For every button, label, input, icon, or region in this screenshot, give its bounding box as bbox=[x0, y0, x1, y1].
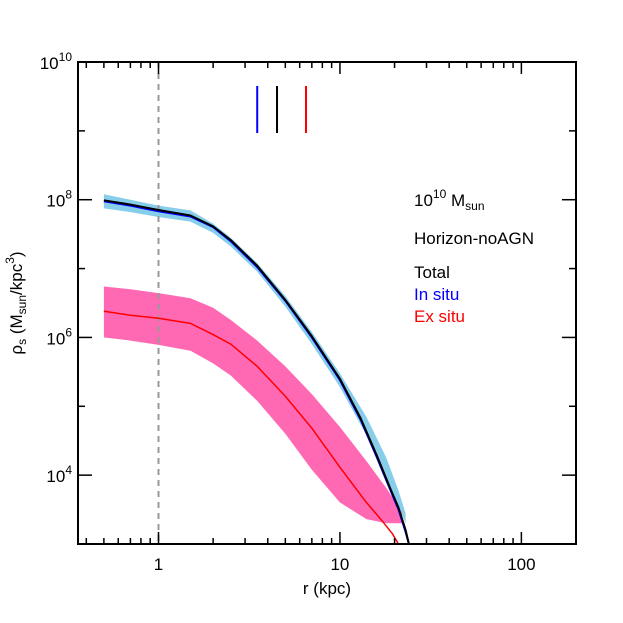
x-axis-label: r (kpc) bbox=[303, 579, 351, 598]
x-tick-label: 10 bbox=[330, 555, 349, 574]
axes bbox=[77, 61, 577, 545]
legend: 1010 Msun Horizon-noAGN Total In situ Ex sit… bbox=[414, 187, 534, 326]
series-lines bbox=[103, 62, 410, 544]
axis-labels: 1 10 100 104 106 108 1010 r (kpc) ρs (Msun/kpc3) bbox=[3, 50, 536, 598]
band-ex-situ bbox=[103, 286, 403, 524]
plot-frame bbox=[77, 61, 577, 545]
legend-entry-ex-situ: Ex situ bbox=[414, 307, 465, 326]
y-tick-label: 1010 bbox=[40, 50, 73, 73]
x-tick-label: 100 bbox=[507, 555, 535, 574]
x-tick-label: 1 bbox=[154, 555, 163, 574]
legend-simulation: Horizon-noAGN bbox=[414, 229, 534, 248]
y-tick-label: 106 bbox=[46, 325, 72, 348]
scale-markers bbox=[256, 86, 307, 133]
y-tick-label: 108 bbox=[46, 188, 72, 211]
legend-entry-in-situ: In situ bbox=[414, 285, 459, 304]
series-line-total bbox=[103, 199, 410, 544]
legend-mass: 1010 Msun bbox=[414, 187, 485, 213]
y-axis-label: ρs (Msun/kpc3) bbox=[3, 251, 29, 354]
series-line-ex-situ bbox=[103, 310, 400, 544]
legend-entry-total: Total bbox=[414, 263, 450, 282]
y-tick-label: 104 bbox=[46, 463, 72, 486]
uncertainty-bands bbox=[103, 194, 406, 524]
